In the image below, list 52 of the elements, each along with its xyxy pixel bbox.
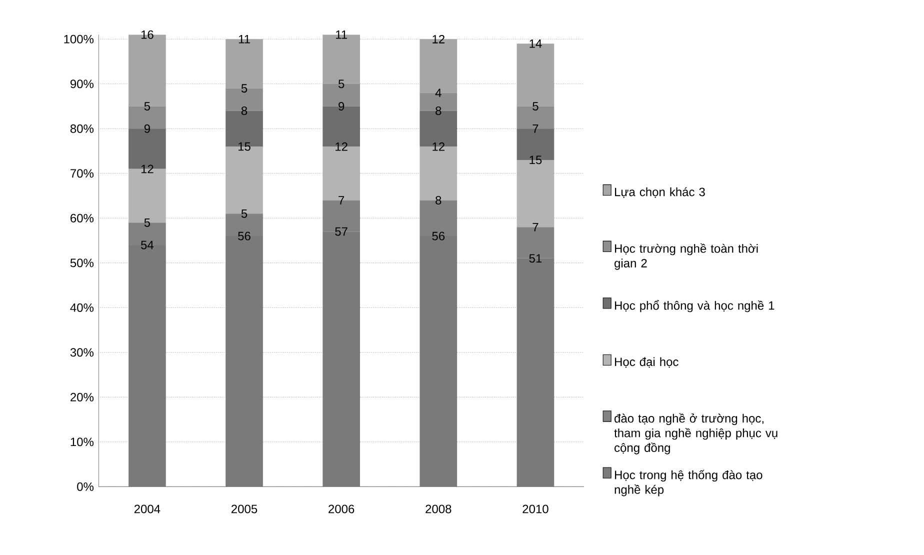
data-label: 54 <box>141 240 154 250</box>
data-label: 56 <box>432 232 445 240</box>
x-tick-label: 2006 <box>328 504 354 514</box>
data-label: 16 <box>141 30 154 40</box>
y-tick-label: 20% <box>70 393 94 402</box>
data-label: 8 <box>436 106 442 116</box>
legend-label: Học phổ thông và học nghề 1 <box>615 300 774 312</box>
legend-label: Học trường nghề toàn thời gian 2 <box>614 244 758 270</box>
data-label: 15 <box>530 156 542 164</box>
y-tick-label: 0% <box>77 482 94 492</box>
legend-label: Học trong hệ thống đào tạo nghề kép <box>614 470 762 496</box>
legend-label: Lựa chọn khác 3 <box>615 187 705 198</box>
y-tick-label: 30% <box>70 348 94 357</box>
data-label: 51 <box>529 254 542 263</box>
data-label: 4 <box>435 88 442 98</box>
data-label: 5 <box>241 210 248 218</box>
data-label: 57 <box>335 228 348 236</box>
data-label: 11 <box>336 30 347 39</box>
x-tick-label: 2010 <box>522 504 548 514</box>
data-label: 5 <box>532 102 538 111</box>
data-label: 12 <box>432 142 444 151</box>
data-label: 7 <box>532 223 538 232</box>
data-label: 9 <box>338 102 344 111</box>
x-tick-label: 2004 <box>134 504 160 514</box>
data-label: 56 <box>238 232 250 240</box>
data-label: 14 <box>530 40 542 48</box>
data-label: 8 <box>241 106 248 116</box>
data-label: 12 <box>432 35 444 44</box>
data-label: 5 <box>144 218 150 227</box>
data-label: 12 <box>141 164 154 174</box>
data-label: 9 <box>144 124 150 134</box>
data-label: 8 <box>436 196 442 205</box>
data-label: 5 <box>338 80 344 88</box>
data-label: 5 <box>241 84 248 93</box>
y-tick-label: 10% <box>70 438 94 446</box>
data-label: 7 <box>338 196 344 205</box>
y-tick-label: 50% <box>70 258 94 268</box>
y-tick-label: 80% <box>70 124 94 134</box>
y-tick-label: 60% <box>70 214 94 223</box>
legend-label: đào tạo nghề ở trường học, tham gia nghề nghiệp phục vụ cộng đồng <box>614 413 778 454</box>
data-label: 15 <box>238 142 250 151</box>
data-label: 7 <box>532 124 538 133</box>
x-tick-label: 2005 <box>232 504 258 514</box>
data-label: 11 <box>238 35 250 44</box>
data-label: 5 <box>144 102 150 111</box>
y-tick-label: 70% <box>70 169 94 178</box>
legend-label: Học đại học <box>615 357 678 368</box>
y-tick-label: 90% <box>70 80 94 88</box>
x-tick-label: 2008 <box>426 504 452 514</box>
y-tick-label: 40% <box>70 304 94 312</box>
y-tick-label: 100% <box>64 35 94 44</box>
data-label: 12 <box>336 142 348 151</box>
